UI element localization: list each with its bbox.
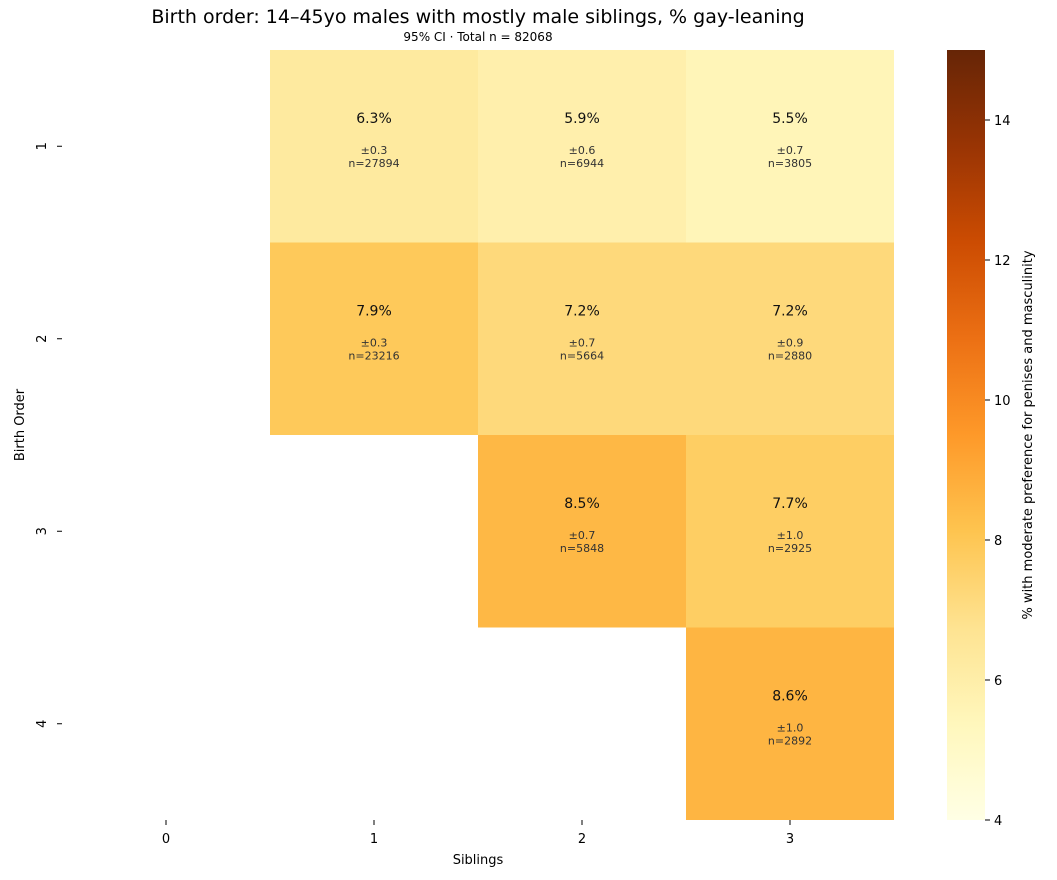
x-tick-label: 2 <box>578 832 586 847</box>
heatmap-cell <box>686 242 894 435</box>
cell-ci-label: ±0.7 <box>777 144 804 157</box>
cell-percent-label: 7.9% <box>356 304 392 320</box>
cell-n-label: n=5848 <box>560 542 604 555</box>
cell-n-label: n=27894 <box>348 157 399 170</box>
cell-n-label: n=2880 <box>768 350 812 363</box>
cell-percent-label: 6.3% <box>356 111 392 127</box>
x-axis-ticks: 0 1 2 3 <box>162 820 794 847</box>
cell-n-label: n=6944 <box>560 157 604 170</box>
colorbar-tick-label: 12 <box>994 254 1011 269</box>
cell-n-label: n=5664 <box>560 350 604 363</box>
cell-percent-label: 8.5% <box>564 496 600 512</box>
heatmap-cell <box>686 627 894 820</box>
heatmap-cell <box>478 435 686 628</box>
cell-percent-label: 5.9% <box>564 111 600 127</box>
cell-ci-label: ±0.6 <box>569 144 596 157</box>
colorbar-tick-label: 8 <box>994 534 1002 549</box>
x-tick-label: 0 <box>162 832 170 847</box>
colorbar-tick-label: 10 <box>994 394 1011 409</box>
x-axis-label: Siblings <box>453 853 504 868</box>
x-tick-label: 3 <box>786 832 794 847</box>
cell-ci-label: ±1.0 <box>777 529 804 542</box>
x-tick-label: 1 <box>370 832 378 847</box>
colorbar-tick-label: 14 <box>994 114 1011 129</box>
cell-percent-label: 5.5% <box>772 111 808 127</box>
colorbar-label: % with moderate preference for penises a… <box>1021 250 1036 619</box>
y-tick-label: 4 <box>35 720 50 728</box>
colorbar-tick-label: 6 <box>994 674 1002 689</box>
cell-n-label: n=2892 <box>768 735 812 748</box>
y-tick-label: 3 <box>35 527 50 535</box>
cell-percent-label: 7.2% <box>564 304 600 320</box>
cell-ci-label: ±1.0 <box>777 722 804 735</box>
y-axis-ticks: 1 2 3 4 <box>35 142 62 728</box>
cell-n-label: n=3805 <box>768 157 812 170</box>
cell-n-label: n=2925 <box>768 542 812 555</box>
y-tick-label: 2 <box>35 335 50 343</box>
y-tick-label: 1 <box>35 142 50 150</box>
chart-subtitle: 95% CI · Total n = 82068 <box>403 30 552 44</box>
cell-percent-label: 8.6% <box>772 689 808 705</box>
heatmap-cell <box>478 50 686 243</box>
colorbar <box>947 50 985 820</box>
colorbar-ticks: 4 6 8 10 12 14 <box>985 114 1011 829</box>
chart-title: Birth order: 14–45yo males with mostly m… <box>151 6 804 28</box>
colorbar-tick-label: 4 <box>994 814 1002 829</box>
heatmap-cell <box>270 242 478 435</box>
cell-percent-label: 7.7% <box>772 496 808 512</box>
cell-ci-label: ±0.9 <box>777 337 804 350</box>
heatmap-cell <box>686 50 894 243</box>
cell-percent-label: 7.2% <box>772 304 808 320</box>
heatmap-cell <box>686 435 894 628</box>
heatmap-cells: 6.3%±0.3n=278945.9%±0.6n=69445.5%±0.7n=3… <box>270 50 894 820</box>
cell-ci-label: ±0.3 <box>361 144 388 157</box>
cell-n-label: n=23216 <box>348 350 399 363</box>
cell-ci-label: ±0.3 <box>361 337 388 350</box>
heatmap-cell <box>270 50 478 243</box>
heatmap-cell <box>478 242 686 435</box>
y-axis-label: Birth Order <box>13 388 28 461</box>
cell-ci-label: ±0.7 <box>569 337 596 350</box>
cell-ci-label: ±0.7 <box>569 529 596 542</box>
